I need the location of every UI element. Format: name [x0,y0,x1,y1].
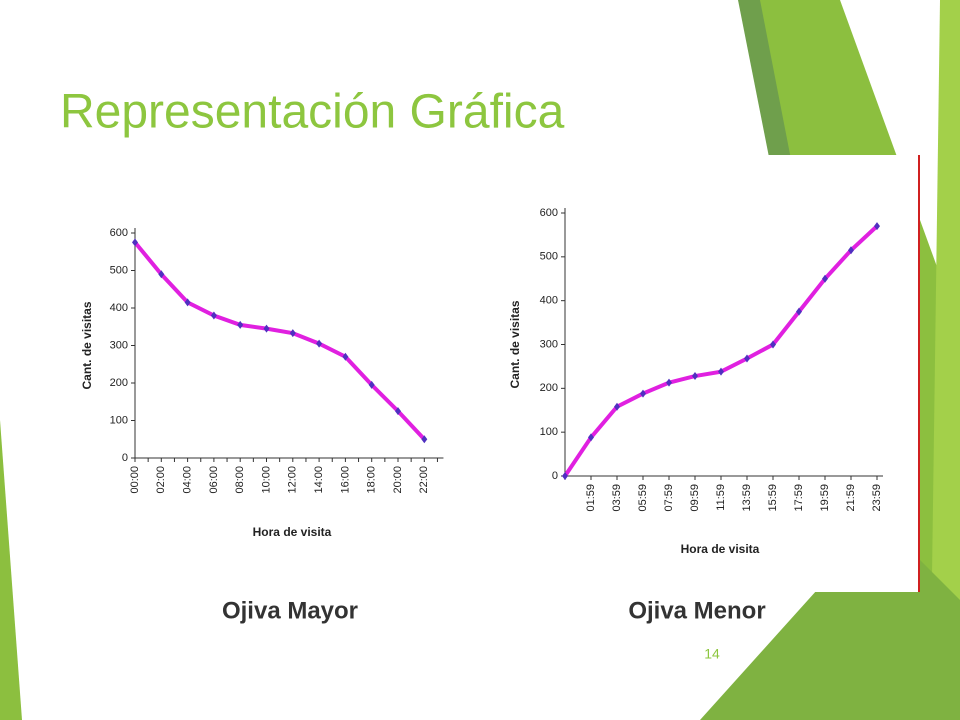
x-tick-label: 20:00 [392,466,404,494]
x-tick-label: 16:00 [339,466,351,494]
point [562,472,568,480]
x-tick-label: 01:59 [585,484,597,512]
x-axis-label: Hora de visita [253,525,332,539]
x-tick-label: 09:59 [689,484,701,512]
x-tick-label: 07:59 [663,484,675,512]
point [744,354,750,363]
y-tick-label: 400 [540,295,558,307]
x-tick-label: 06:00 [208,466,220,494]
point [289,329,296,338]
x-tick-label: 23:59 [871,484,883,512]
point [692,372,698,381]
y-tick-label: 100 [110,414,128,426]
decor [0,420,22,720]
point [395,407,401,416]
x-tick-label: 05:59 [637,484,649,512]
caption: Ojiva Menor [628,597,765,624]
point [421,435,428,444]
page-number: 14 [704,646,720,662]
y-tick-label: 200 [110,377,128,389]
x-tick-label: 17:59 [793,484,805,512]
x-tick-label: 19:59 [819,484,831,512]
point [263,324,270,333]
x-tick-label: 18:00 [366,466,378,494]
point [848,246,854,255]
point [368,380,375,389]
slide-title: Representación Gráfica [60,86,565,139]
point [316,339,323,348]
y-tick-label: 200 [540,382,558,394]
point [666,378,672,387]
x-tick-label: 13:59 [741,484,753,512]
y-tick-label: 100 [540,426,558,438]
point [770,340,776,349]
x-axis-label: Hora de visita [681,542,760,556]
series-line [133,241,426,441]
point [132,238,138,247]
x-tick-label: 08:00 [234,466,246,494]
point [796,307,802,316]
x-tick-label: 12:00 [287,466,299,494]
x-tick-label: 22:00 [418,466,430,494]
point [588,433,594,442]
x-tick-label: 10:00 [260,466,272,494]
point [614,402,620,411]
x-tick-label: 11:59 [715,484,727,511]
x-tick-label: 21:59 [845,484,857,512]
y-axis-label: Cant. de visitas [508,300,522,388]
point [158,270,165,279]
y-tick-label: 600 [110,227,128,239]
x-tick-label: 04:00 [182,466,194,494]
x-tick-label: 00:00 [129,466,141,494]
y-tick-label: 0 [122,452,128,464]
point [874,222,880,231]
point [822,274,828,283]
x-tick-label: 03:59 [611,484,623,512]
point [210,311,217,320]
point [342,352,349,361]
x-tick-label: 02:00 [155,466,167,494]
y-tick-label: 300 [110,339,128,351]
point [237,320,244,329]
y-tick-label: 600 [540,207,558,219]
y-tick-label: 400 [110,302,128,314]
x-tick-label: 14:00 [313,466,325,494]
y-tick-label: 0 [552,470,558,482]
y-tick-label: 500 [540,251,558,263]
x-tick-label: 15:59 [767,484,779,512]
point [640,389,646,398]
point [718,367,724,376]
y-tick-label: 500 [110,264,128,276]
y-axis-label: Cant. de visitas [80,301,94,389]
y-tick-label: 300 [540,338,558,350]
point [184,298,191,307]
decor [930,0,960,720]
caption: Ojiva Mayor [222,597,358,624]
